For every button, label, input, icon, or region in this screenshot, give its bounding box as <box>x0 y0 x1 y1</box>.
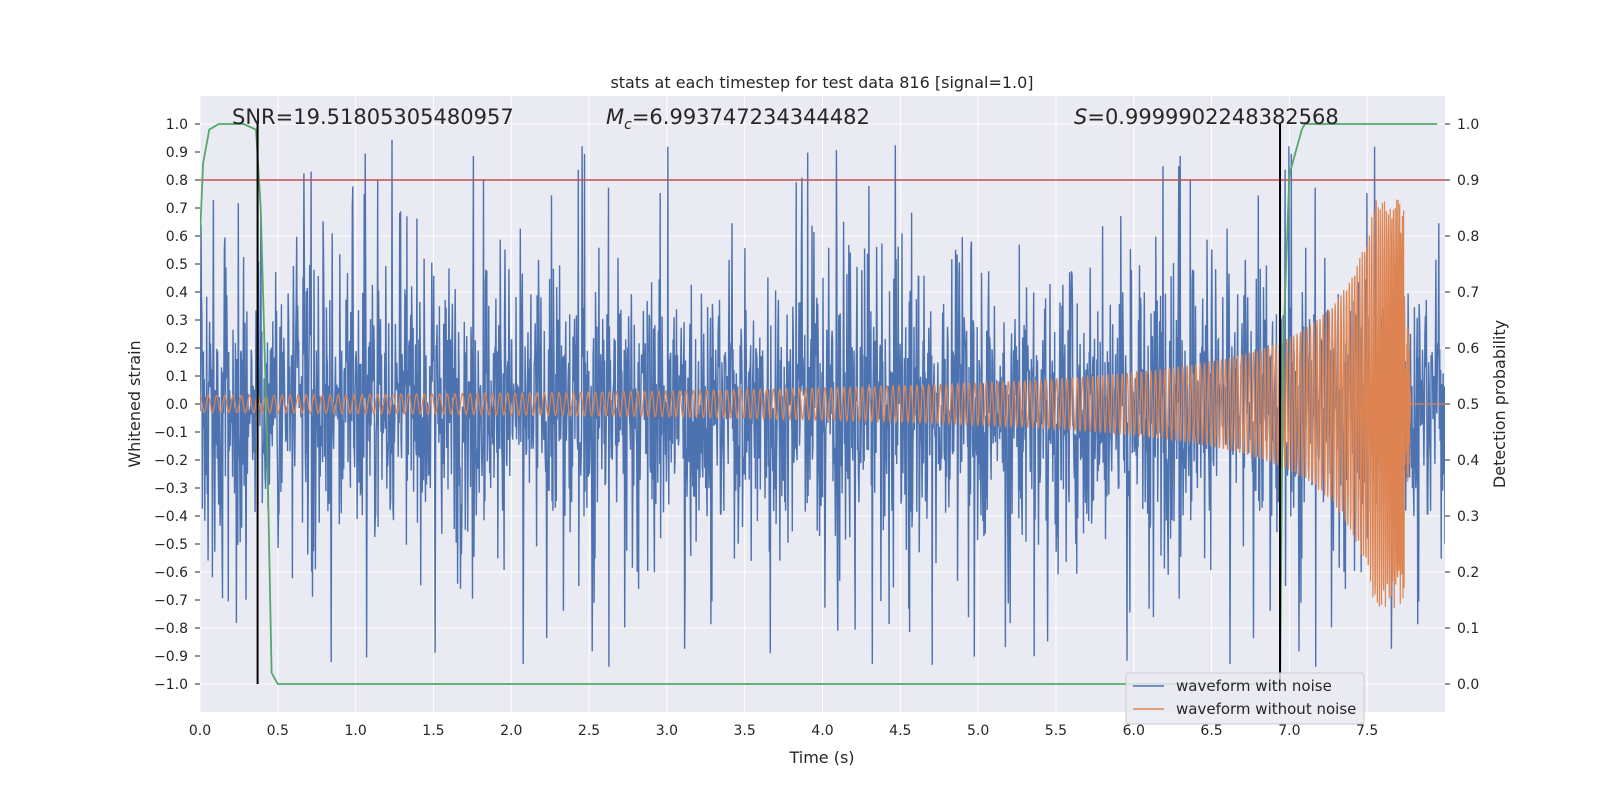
y-axis-right-label: Detection probability <box>1490 320 1509 488</box>
y-tick-label: −0.2 <box>154 453 188 469</box>
x-tick-label: 7.0 <box>1278 723 1300 739</box>
chirp-mass-symbol: M <box>606 105 624 129</box>
y-right-tick-label: 1.0 <box>1457 117 1479 133</box>
y-right-tick-label: 0.4 <box>1457 453 1479 469</box>
chirp-mass-subscript: c <box>624 117 632 133</box>
x-tick-label: 6.5 <box>1200 723 1222 739</box>
x-tick-label: 5.5 <box>1045 723 1067 739</box>
legend-box <box>1125 672 1365 725</box>
x-tick-label: 4.5 <box>889 723 911 739</box>
y-tick-label: −1.0 <box>154 677 188 693</box>
chart-title: stats at each timestep for test data 816… <box>610 73 1033 92</box>
y-tick-label: −0.4 <box>154 509 188 525</box>
x-tick-label: 0.5 <box>267 723 289 739</box>
y-right-tick-label: 0.9 <box>1457 173 1479 189</box>
y-tick-label: 0.6 <box>166 229 188 245</box>
x-tick-label: 2.0 <box>500 723 522 739</box>
series-detection-probability <box>200 123 1438 685</box>
y-tick-label: −0.8 <box>154 621 188 637</box>
y-tick-label: 0.4 <box>166 285 188 301</box>
y-tick-label: 0.7 <box>166 201 188 217</box>
chirp-mass-value: =6.993747234344482 <box>632 105 870 129</box>
y-right-tick-label: 0.8 <box>1457 229 1479 245</box>
y-tick-label: −0.7 <box>154 593 188 609</box>
snr-annotation: SNR=19.51805305480957 <box>232 105 514 129</box>
x-tick-label: 6.0 <box>1123 723 1145 739</box>
y-tick-label: 0.9 <box>166 145 188 161</box>
score-symbol: S <box>1074 105 1087 129</box>
y-tick-label: −0.6 <box>154 565 188 581</box>
legend-label-clean: waveform without noise <box>1176 700 1356 718</box>
y-tick-label: 0.5 <box>166 257 188 273</box>
y-tick-label: −0.9 <box>154 649 188 665</box>
x-tick-label: 1.0 <box>344 723 366 739</box>
x-tick-label: 4.0 <box>811 723 833 739</box>
y-axis-label: Whitened strain <box>125 340 144 467</box>
y-tick-label: 0.1 <box>166 369 188 385</box>
series-waveform-with-noise <box>200 139 1445 667</box>
x-tick-label: 3.0 <box>656 723 678 739</box>
y-right-tick-label: 0.6 <box>1457 341 1479 357</box>
chirp-mass-annotation: Mc=6.993747234344482 <box>606 105 870 133</box>
legend-label-noise: waveform with noise <box>1176 677 1332 695</box>
y-tick-label: 0.8 <box>166 173 188 189</box>
score-value: =0.9999902248382568 <box>1087 105 1338 129</box>
y-right-tick-label: 0.3 <box>1457 509 1479 525</box>
y-tick-label: 0.0 <box>166 397 188 413</box>
x-tick-label: 7.5 <box>1356 723 1378 739</box>
x-tick-label: 2.5 <box>578 723 600 739</box>
x-tick-label: 3.5 <box>734 723 756 739</box>
y-tick-label: 0.3 <box>166 313 188 329</box>
y-tick-label: −0.3 <box>154 481 188 497</box>
y-tick-label: 0.2 <box>166 341 188 357</box>
score-annotation: S=0.9999902248382568 <box>1074 105 1339 129</box>
series-waveform-without-noise <box>200 199 1445 609</box>
y-tick-label: 1.0 <box>166 117 188 133</box>
y-right-tick-label: 0.5 <box>1457 397 1479 413</box>
y-right-tick-label: 0.1 <box>1457 621 1479 637</box>
y-right-tick-label: 0.0 <box>1457 677 1479 693</box>
x-tick-label: 0.0 <box>189 723 211 739</box>
x-tick-label: 1.5 <box>422 723 444 739</box>
y-tick-label: −0.1 <box>154 425 188 441</box>
x-tick-label: 5.0 <box>967 723 989 739</box>
legend: waveform with noise waveform without noi… <box>1125 672 1365 725</box>
y-tick-label: −0.5 <box>154 537 188 553</box>
y-right-tick-label: 0.7 <box>1457 285 1479 301</box>
x-axis-label: Time (s) <box>788 748 854 767</box>
y-right-tick-label: 0.2 <box>1457 565 1479 581</box>
